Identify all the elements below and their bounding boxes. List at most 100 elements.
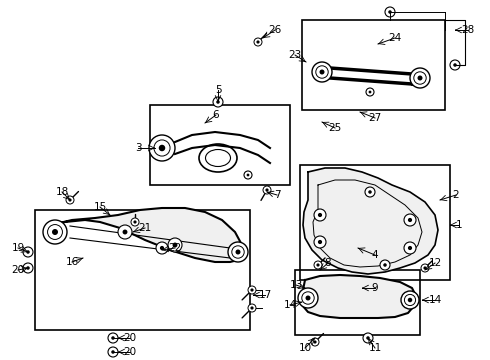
Circle shape	[118, 225, 132, 239]
Circle shape	[314, 261, 322, 269]
Text: 22: 22	[169, 243, 182, 253]
Circle shape	[23, 263, 33, 273]
Circle shape	[298, 288, 318, 308]
Circle shape	[244, 171, 252, 179]
Text: 21: 21	[138, 223, 151, 233]
Bar	[300, 165, 450, 280]
Circle shape	[311, 338, 319, 346]
Circle shape	[366, 88, 374, 96]
Circle shape	[314, 209, 326, 221]
Circle shape	[404, 214, 416, 226]
Circle shape	[401, 291, 419, 309]
Circle shape	[156, 242, 168, 254]
Polygon shape	[302, 275, 416, 318]
Text: 5: 5	[215, 85, 221, 95]
Circle shape	[404, 242, 416, 254]
Circle shape	[111, 350, 115, 354]
Circle shape	[385, 7, 395, 17]
Circle shape	[111, 336, 115, 340]
Text: 13: 13	[290, 280, 303, 290]
Circle shape	[250, 306, 254, 310]
Circle shape	[380, 260, 390, 270]
Text: 10: 10	[298, 343, 312, 353]
Circle shape	[168, 238, 182, 252]
Text: 6: 6	[213, 110, 220, 120]
Circle shape	[417, 76, 422, 81]
Circle shape	[131, 218, 139, 226]
Text: 19: 19	[11, 243, 24, 253]
Circle shape	[159, 145, 165, 151]
Circle shape	[368, 190, 372, 194]
Circle shape	[363, 333, 373, 343]
Circle shape	[450, 60, 460, 70]
Text: 7: 7	[274, 190, 280, 200]
Circle shape	[312, 62, 332, 82]
Text: 12: 12	[428, 258, 441, 268]
Text: 8: 8	[325, 258, 331, 268]
Text: 20: 20	[123, 347, 137, 357]
Circle shape	[314, 236, 326, 248]
Circle shape	[43, 220, 67, 244]
Bar	[295, 270, 420, 335]
Circle shape	[453, 63, 457, 67]
Circle shape	[66, 196, 74, 204]
Circle shape	[248, 286, 256, 294]
Circle shape	[368, 91, 371, 93]
Circle shape	[263, 186, 271, 194]
Circle shape	[388, 10, 392, 14]
Circle shape	[314, 341, 317, 343]
Text: 9: 9	[372, 283, 378, 293]
Text: 2: 2	[453, 190, 459, 200]
Text: 24: 24	[389, 33, 402, 43]
Polygon shape	[303, 168, 438, 274]
Text: 11: 11	[368, 343, 382, 353]
Text: 4: 4	[372, 250, 378, 260]
Circle shape	[172, 243, 177, 247]
Circle shape	[421, 264, 429, 272]
Text: 25: 25	[328, 123, 342, 133]
Circle shape	[213, 97, 223, 107]
Bar	[302, 20, 445, 110]
Text: 27: 27	[368, 113, 382, 123]
Circle shape	[414, 72, 426, 84]
Circle shape	[319, 69, 324, 75]
Circle shape	[404, 294, 416, 306]
Circle shape	[408, 298, 412, 302]
Circle shape	[228, 242, 248, 262]
Circle shape	[316, 66, 328, 78]
Text: 28: 28	[462, 25, 475, 35]
Circle shape	[108, 333, 118, 343]
Circle shape	[266, 188, 269, 192]
Circle shape	[366, 336, 370, 340]
Circle shape	[423, 266, 427, 270]
Text: 18: 18	[55, 187, 69, 197]
Circle shape	[52, 229, 58, 235]
Circle shape	[302, 292, 314, 304]
Polygon shape	[50, 208, 242, 262]
Circle shape	[254, 38, 262, 46]
Circle shape	[232, 246, 244, 258]
Circle shape	[216, 100, 220, 104]
Circle shape	[318, 240, 322, 244]
Text: 26: 26	[269, 25, 282, 35]
Text: 14: 14	[283, 300, 296, 310]
Circle shape	[305, 296, 311, 301]
Text: 1: 1	[456, 220, 462, 230]
Circle shape	[383, 263, 387, 267]
Circle shape	[69, 198, 72, 202]
Circle shape	[160, 246, 164, 250]
Circle shape	[250, 288, 254, 292]
Circle shape	[246, 174, 249, 176]
Circle shape	[26, 250, 30, 254]
Text: 15: 15	[94, 202, 107, 212]
Text: 20: 20	[123, 333, 137, 343]
Circle shape	[26, 266, 30, 270]
Circle shape	[256, 40, 260, 44]
Circle shape	[149, 135, 175, 161]
Circle shape	[48, 225, 62, 239]
Bar	[35, 210, 250, 330]
Circle shape	[365, 187, 375, 197]
Text: 20: 20	[11, 265, 24, 275]
Text: 3: 3	[135, 143, 141, 153]
Text: 23: 23	[289, 50, 302, 60]
